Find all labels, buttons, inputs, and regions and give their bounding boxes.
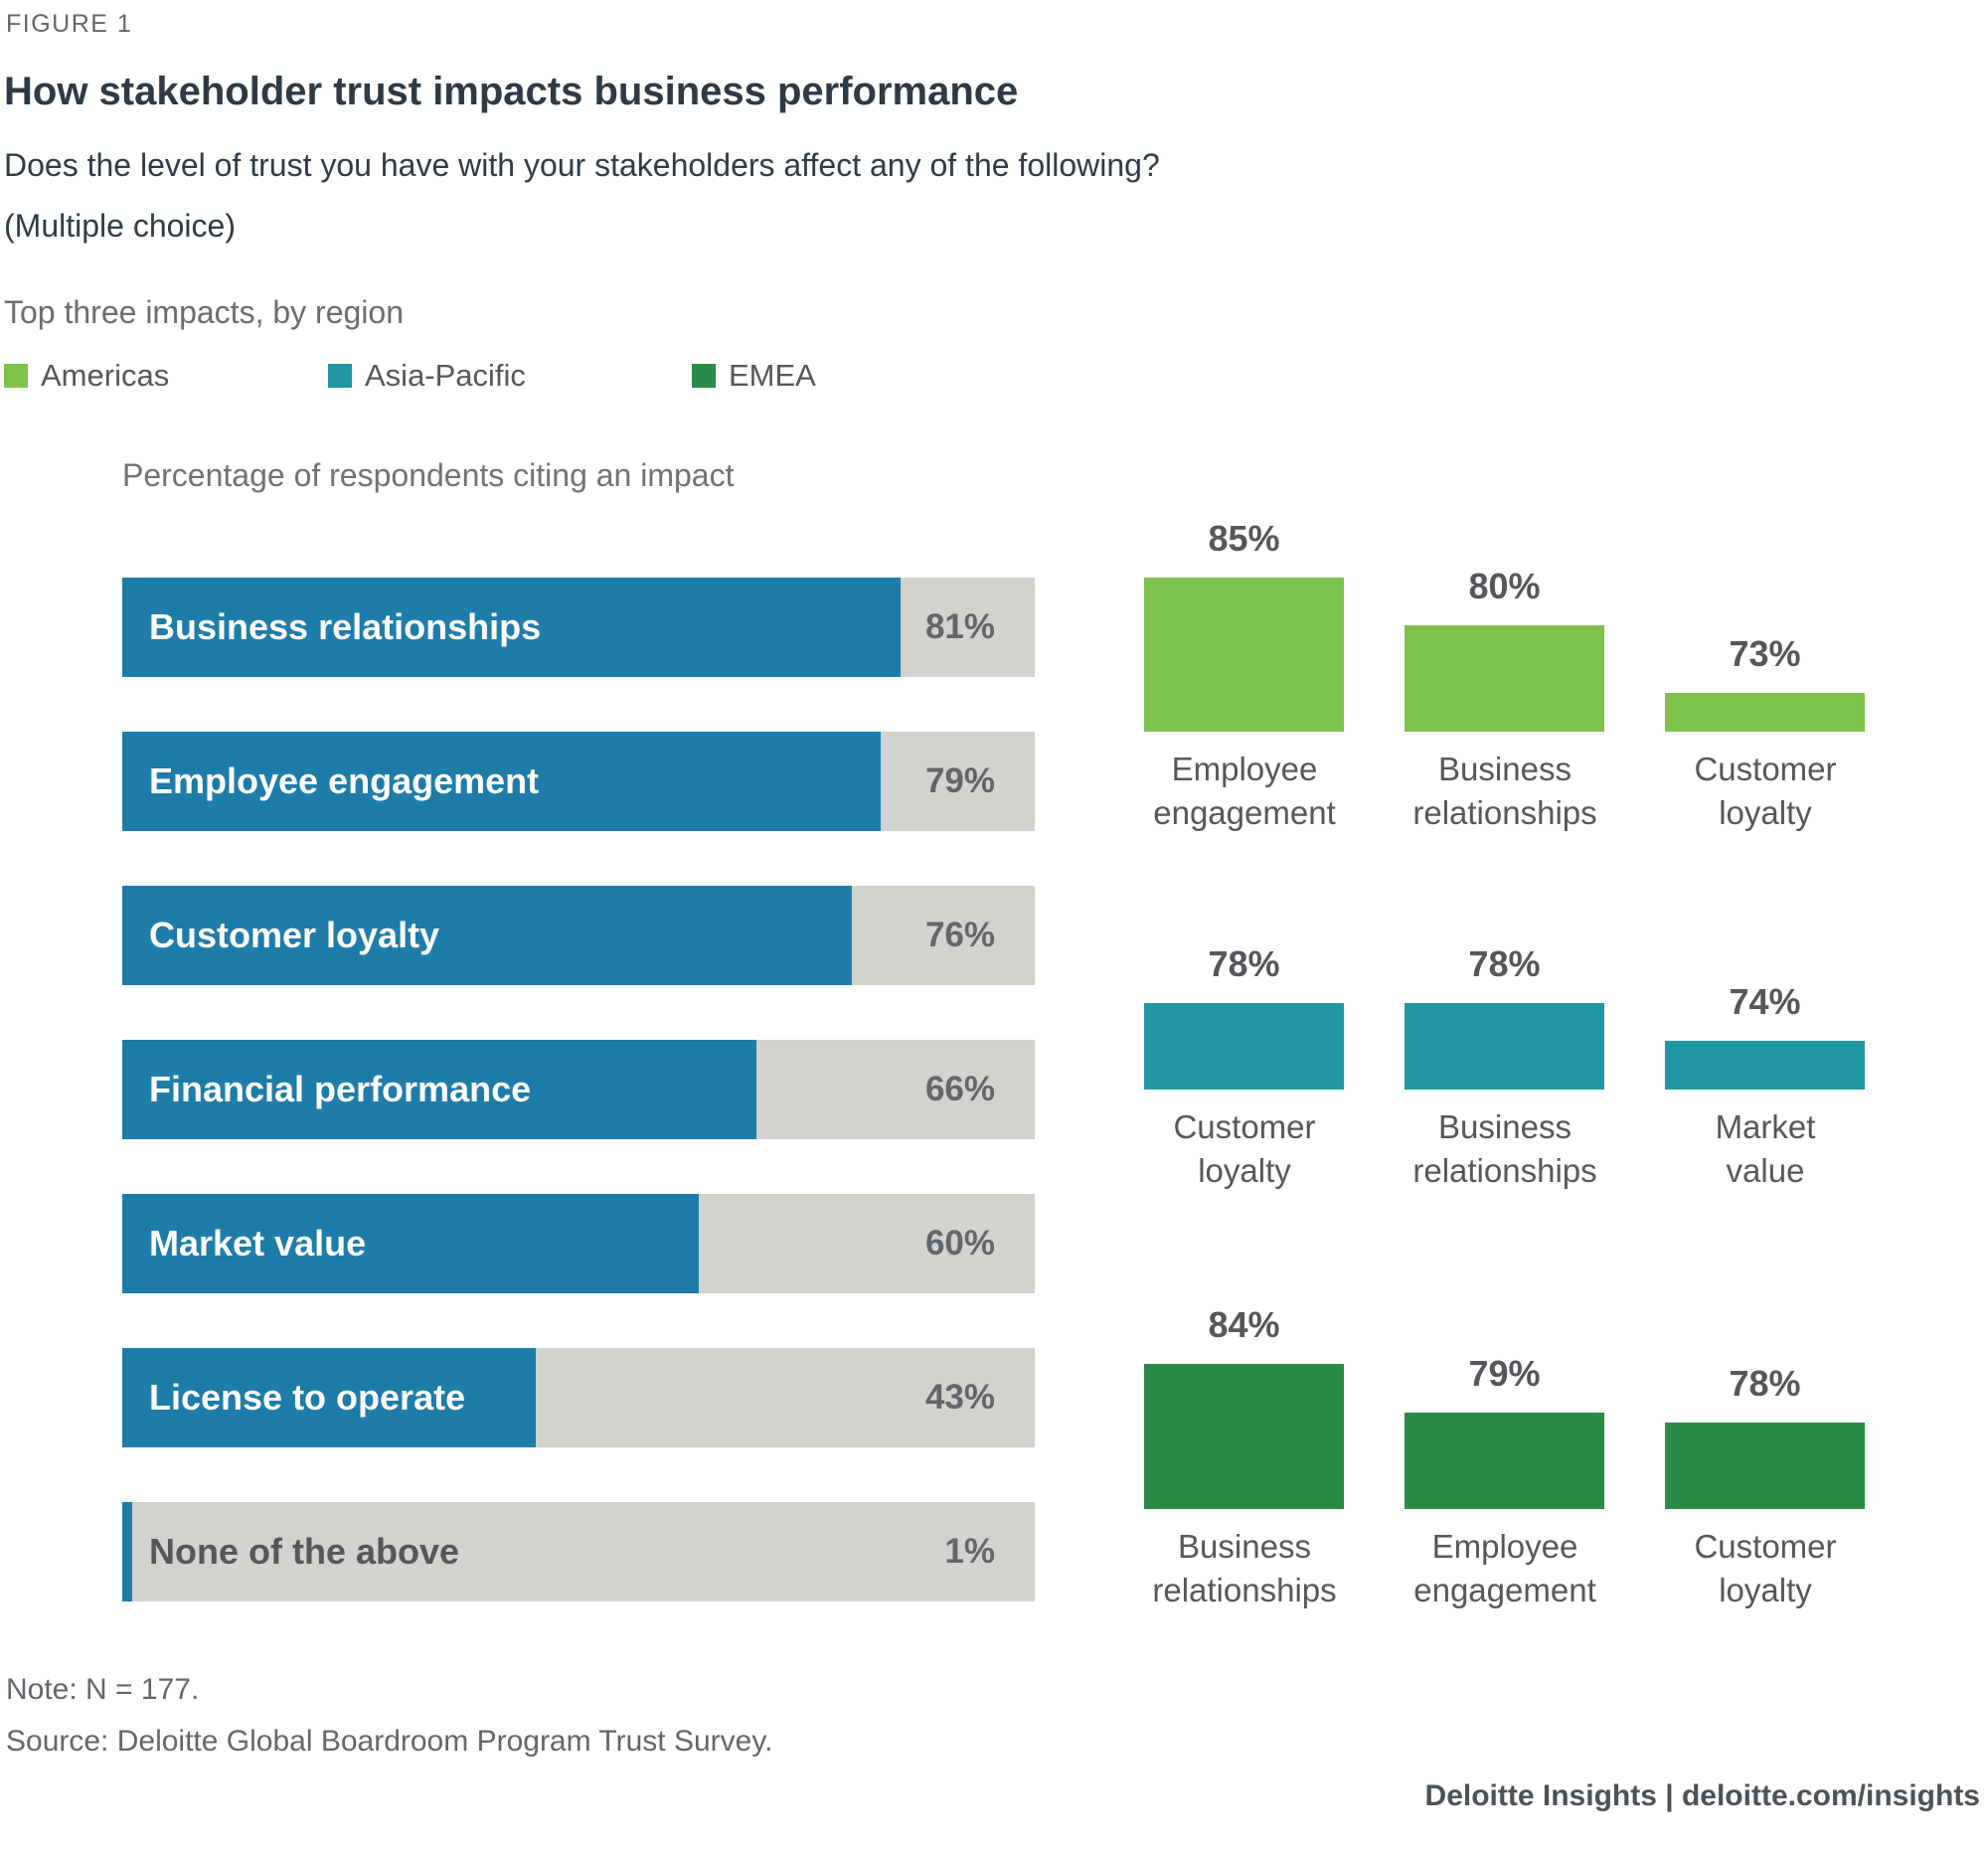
bar-category-label: Financial performance bbox=[149, 1069, 532, 1109]
bar-fill bbox=[122, 578, 901, 677]
legend-item-asia-pacific: Asia-Pacific bbox=[328, 358, 526, 394]
plot-area: 78% 78% 74% bbox=[1144, 916, 1865, 1090]
legend-swatch bbox=[4, 364, 28, 388]
legend-swatch bbox=[692, 364, 716, 388]
bar-value-label: 79% bbox=[1468, 1353, 1541, 1394]
bar-row: Financial performance 66% bbox=[122, 1040, 1035, 1139]
bar-category-label: Customer loyalty bbox=[1694, 751, 1837, 831]
axis-caption: Percentage of respondents citing an impa… bbox=[122, 457, 735, 493]
overall-impacts-bar-chart: Business relationships 81% Employee engage… bbox=[122, 578, 1035, 1656]
bar-value-label: 66% bbox=[924, 1070, 995, 1108]
bar-value-label: 78% bbox=[1729, 1363, 1801, 1404]
bar bbox=[1144, 1003, 1344, 1090]
bar-category-label: Market value bbox=[1715, 1108, 1816, 1189]
bar-value-label: 76% bbox=[924, 916, 995, 954]
bar bbox=[1144, 578, 1344, 732]
bar-category-label: Business relationships bbox=[1412, 1108, 1597, 1189]
bar-category-label: Customer loyalty bbox=[149, 915, 440, 955]
bar-category-label: Market value bbox=[149, 1223, 367, 1263]
bar-row: Employee engagement 79% bbox=[122, 732, 1035, 831]
bar-category-label: Business relationships bbox=[1152, 1528, 1337, 1608]
bar-fill bbox=[122, 1040, 756, 1139]
region-chart-emea: 84% 79% 78% Business relationships Employee … bbox=[1144, 1304, 1865, 1638]
bar-value-label: 85% bbox=[1208, 518, 1280, 559]
bar-category-label: Customer loyalty bbox=[1173, 1108, 1316, 1189]
bar-value-label: 43% bbox=[924, 1378, 995, 1417]
section-label: Top three impacts, by region bbox=[4, 294, 404, 330]
plot-area: 85% 80% 73% bbox=[1144, 518, 1865, 732]
bar-row: License to operate 43% bbox=[122, 1348, 1035, 1447]
page-title: How stakeholder trust impacts business p… bbox=[4, 70, 1019, 113]
legend-item-americas: Americas bbox=[4, 358, 169, 394]
bar-category-label: Business relationships bbox=[149, 606, 542, 647]
bar-category-label: Employee engagement bbox=[1153, 751, 1336, 831]
source-text: Source: Deloitte Global Boardroom Progra… bbox=[6, 1725, 773, 1758]
bar-value-label: 74% bbox=[1729, 981, 1801, 1022]
question-type-note: (Multiple choice) bbox=[4, 208, 236, 244]
bar-row: None of the above 1% bbox=[122, 1502, 1035, 1601]
legend-item-emea: EMEA bbox=[692, 358, 816, 394]
bar-value-label: 1% bbox=[944, 1532, 995, 1571]
bar-value-label: 80% bbox=[1468, 566, 1541, 606]
region-chart-americas: 85% 80% 73% Employee engagement Business rel… bbox=[1144, 518, 1865, 861]
region-chart-asia-pacific: 78% 78% 74% Customer loyalty Business relati… bbox=[1144, 916, 1865, 1219]
note-text: Note: N = 177. bbox=[6, 1673, 200, 1706]
legend-label: Asia-Pacific bbox=[365, 358, 526, 393]
bar-value-label: 60% bbox=[924, 1224, 995, 1262]
bar bbox=[1405, 1003, 1604, 1090]
legend-label: Americas bbox=[41, 358, 170, 393]
plot-area: 84% 79% 78% bbox=[1144, 1304, 1865, 1509]
bar-value-label: 73% bbox=[1729, 633, 1801, 674]
bar-value-label: 79% bbox=[924, 761, 995, 800]
bar bbox=[1405, 625, 1604, 732]
figure-label: FIGURE 1 bbox=[6, 10, 133, 38]
bar bbox=[1665, 1423, 1865, 1509]
bar-value-label: 78% bbox=[1208, 943, 1280, 984]
bar-fill bbox=[122, 886, 853, 985]
bar-fill bbox=[122, 732, 882, 831]
bar-category-label: Employee engagement bbox=[149, 760, 540, 801]
bar-category-label: None of the above bbox=[149, 1531, 460, 1572]
bar-fill bbox=[122, 1502, 132, 1601]
bar-row: Customer loyalty 76% bbox=[122, 886, 1035, 985]
bar-value-label: 84% bbox=[1208, 1304, 1280, 1345]
deloitte-insights-footer: Deloitte Insights | deloitte.com/insight… bbox=[1424, 1779, 1980, 1812]
bar-category-label: Employee engagement bbox=[1413, 1528, 1596, 1608]
legend-swatch bbox=[328, 364, 352, 388]
bar-category-label: Customer loyalty bbox=[1694, 1528, 1837, 1608]
bar-value-label: 78% bbox=[1468, 943, 1541, 984]
bar-category-label: Business relationships bbox=[1412, 751, 1597, 831]
bar bbox=[1144, 1364, 1344, 1509]
bar-fill bbox=[122, 1194, 699, 1293]
bar-value-label: 81% bbox=[924, 607, 995, 646]
legend-label: EMEA bbox=[729, 358, 816, 393]
survey-question: Does the level of trust you have with yo… bbox=[4, 147, 1160, 183]
bar-fill bbox=[122, 1348, 536, 1447]
bar bbox=[1405, 1413, 1604, 1509]
bar-category-label: License to operate bbox=[149, 1377, 466, 1418]
bar bbox=[1665, 693, 1865, 732]
bar-row: Market value 60% bbox=[122, 1194, 1035, 1293]
bar bbox=[1665, 1041, 1865, 1090]
bar-row: Business relationships 81% bbox=[122, 578, 1035, 677]
